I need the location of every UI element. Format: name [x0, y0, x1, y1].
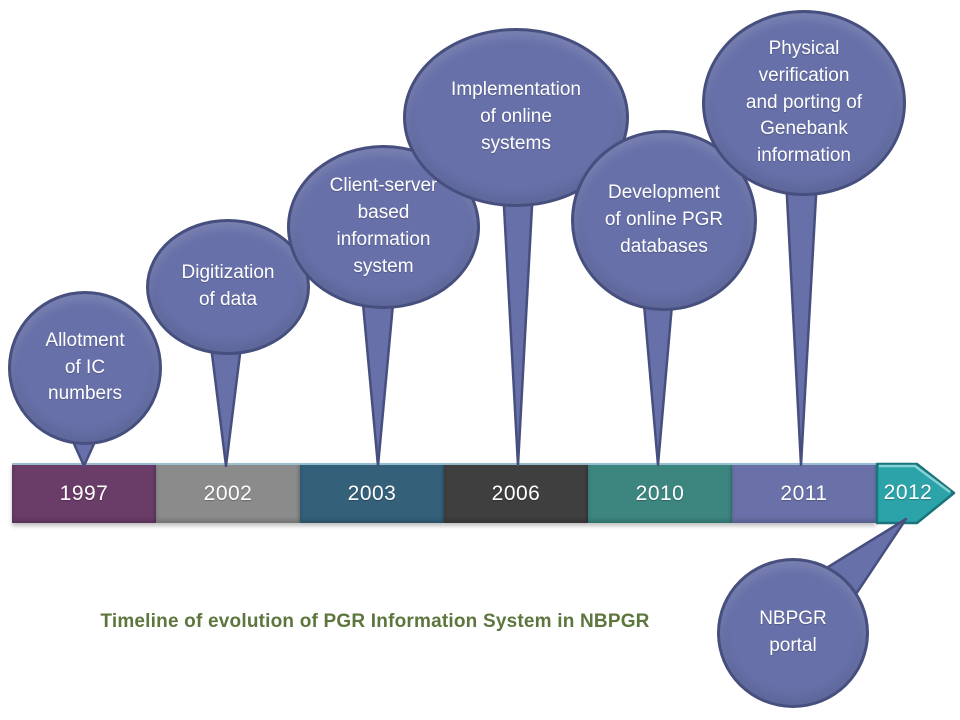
year-label-2012: 2012: [883, 481, 933, 504]
balloon-label: Physical verification and porting of Gen…: [745, 37, 863, 167]
balloon-label: Allotment of IC numbers: [45, 329, 125, 405]
slide-caption: Timeline of evolution of PGR Information…: [100, 611, 650, 632]
balloon-label: Client-server based information system: [329, 175, 438, 277]
balloon-nbpgr-portal: NBPGR portal: [717, 558, 869, 708]
balloon-allotment-ic-numbers: Allotment of IC numbers: [8, 291, 162, 445]
timeline-segment-1997: 1997: [12, 463, 156, 523]
timeline-segment-2003: 2003: [300, 463, 444, 523]
year-label-2010: 2010: [635, 482, 685, 505]
year-label-2002: 2002: [203, 482, 253, 505]
balloon-label: Digitization of data: [181, 262, 275, 310]
balloon-tail-2010: [641, 291, 675, 467]
balloon-tail-2006: [501, 186, 535, 467]
year-label-2011: 2011: [780, 482, 828, 505]
balloon-genebank-information: Physical verification and porting of Gen…: [702, 10, 906, 196]
balloon-tail-2003: [360, 291, 396, 468]
year-label-2003: 2003: [347, 482, 397, 505]
year-label-2006: 2006: [491, 482, 541, 505]
balloon-label: NBPGR portal: [759, 608, 827, 656]
balloon-client-server-system: Client-server based information system: [287, 145, 480, 309]
timeline-segment-2011: 2011: [732, 463, 876, 523]
timeline-segment-2010: 2010: [588, 463, 732, 523]
timeline-segment-2006: 2006: [444, 463, 588, 523]
balloon-digitization-of-data: Digitization of data: [146, 219, 310, 355]
timeline-segment-2002: 2002: [156, 463, 300, 523]
timeline-arrow-year: 2012: [872, 465, 944, 521]
balloon-tail-2002: [208, 336, 244, 468]
year-label-1997: 1997: [59, 482, 109, 505]
balloon-label: Implementation of online systems: [451, 79, 581, 154]
balloon-label: Development of online PGR databases: [604, 182, 724, 257]
balloon-tail-2011: [784, 176, 819, 467]
